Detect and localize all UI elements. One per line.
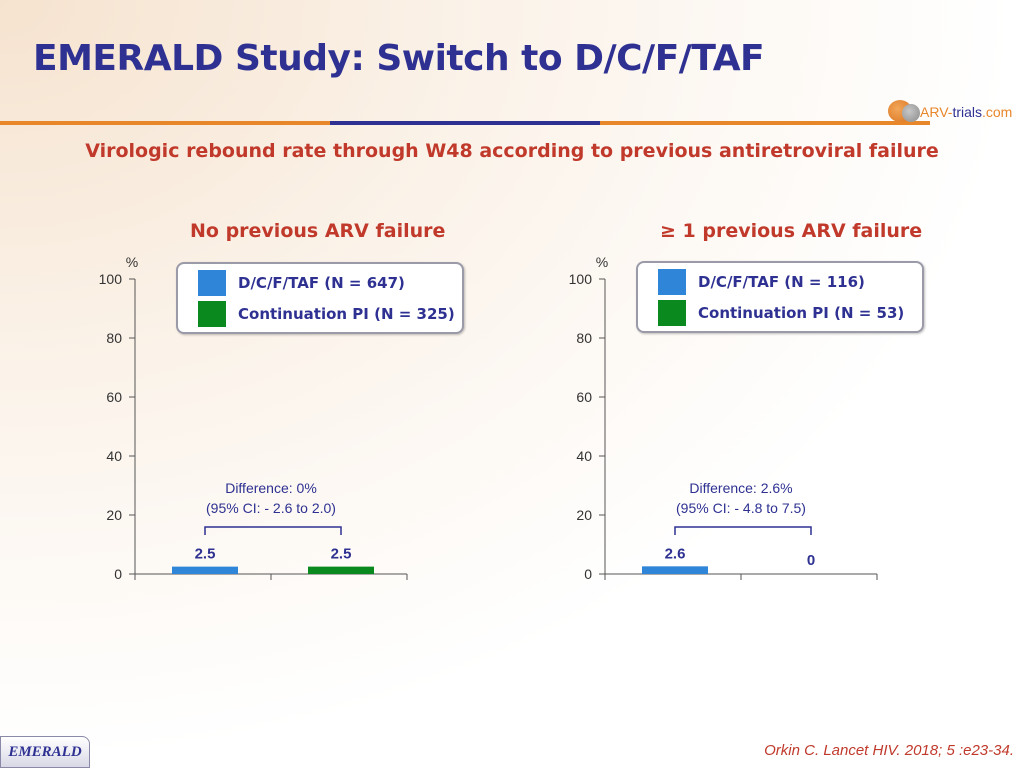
title-rule-orange-right: [600, 121, 930, 125]
legend-left: D/C/F/TAF (N = 647) Continuation PI (N =…: [176, 262, 464, 334]
emerald-badge: EMERALD: [0, 736, 90, 768]
difference-bracket: [674, 526, 812, 535]
data-label: 2.5: [195, 546, 216, 563]
y-axis-unit: %: [596, 254, 608, 270]
y-tick-label: 20: [106, 507, 122, 523]
difference-annotation: Difference: 0%: [225, 480, 317, 496]
difference-annotation: Difference: 2.6%: [689, 480, 792, 496]
panel-title-right: ≥ 1 previous ARV failure: [660, 220, 923, 242]
y-tick-label: 40: [576, 448, 592, 464]
citation: Orkin C. Lancet HIV. 2018; 5 :e23-34.: [764, 742, 1014, 759]
data-label: 2.5: [331, 546, 352, 563]
data-label: 0: [807, 552, 815, 569]
data-label: 2.6: [665, 545, 686, 562]
slide-subtitle: Virologic rebound rate through W48 accor…: [85, 140, 939, 162]
title-rule-blue: [330, 121, 600, 125]
difference-ci-annotation: (95% CI: - 2.6 to 2.0): [206, 500, 336, 516]
logo-text: ARV-trials.com: [920, 104, 1013, 120]
slide-title: EMERALD Study: Switch to D/C/F/TAF: [33, 38, 765, 79]
y-tick-label: 60: [106, 389, 122, 405]
y-tick-label: 0: [584, 566, 592, 582]
arv-trials-logo: ARV-trials.com: [888, 100, 1018, 128]
y-tick-label: 0: [114, 566, 122, 582]
legend-right: D/C/F/TAF (N = 116) Continuation PI (N =…: [636, 261, 924, 333]
y-tick-label: 100: [569, 271, 593, 287]
y-tick-label: 100: [99, 271, 123, 287]
y-tick-label: 40: [106, 448, 122, 464]
logo-pill-grey-icon: [902, 104, 920, 122]
bar-continuation-pi: [308, 566, 374, 574]
bar-dcftaf: [642, 566, 708, 574]
y-tick-label: 80: [106, 330, 122, 346]
y-tick-label: 60: [576, 389, 592, 405]
difference-bracket: [204, 526, 342, 535]
legend-swatch-pi: [198, 301, 226, 327]
chart-right: % 0 20 40 60 80 100 2.6 0 Difference: 2.6% (95% CI…: [569, 254, 878, 582]
y-tick-label: 80: [576, 330, 592, 346]
legend-label-pi: Continuation PI (N = 325): [238, 305, 455, 323]
legend-swatch-dcftaf: [658, 269, 686, 295]
y-axis-unit: %: [126, 254, 138, 270]
legend-label-dcftaf: D/C/F/TAF (N = 116): [698, 273, 865, 291]
y-tick-label: 20: [576, 507, 592, 523]
bar-dcftaf: [172, 566, 238, 574]
title-rule-orange: [0, 121, 330, 125]
legend-swatch-pi: [658, 300, 686, 326]
difference-ci-annotation: (95% CI: - 4.8 to 7.5): [676, 500, 806, 516]
legend-label-dcftaf: D/C/F/TAF (N = 647): [238, 274, 405, 292]
legend-label-pi: Continuation PI (N = 53): [698, 304, 905, 322]
legend-swatch-dcftaf: [198, 270, 226, 296]
chart-left: % 0 20 40 60 80 100 2.5 2.5 Difference: 0% (95% CI…: [99, 254, 408, 582]
panel-title-left: No previous ARV failure: [190, 220, 446, 242]
